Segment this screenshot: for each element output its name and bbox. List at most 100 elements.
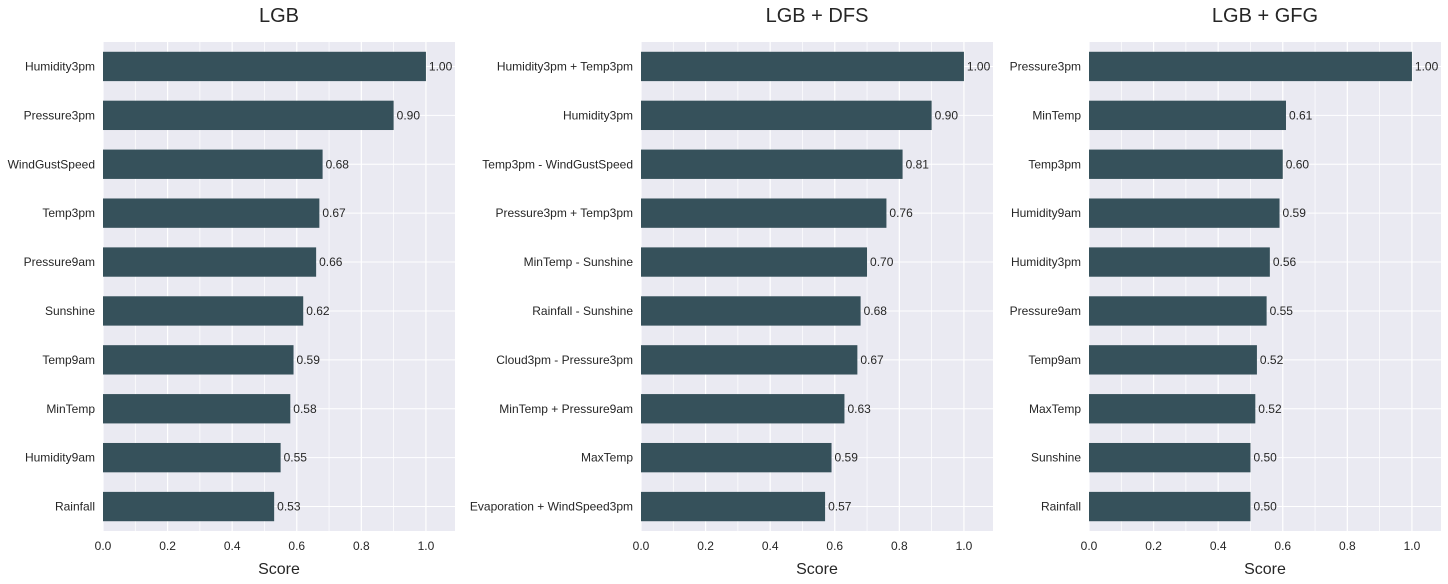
- data-label: 0.67: [860, 353, 884, 367]
- category-label: Rainfall - Sunshine: [532, 304, 633, 318]
- bar: [103, 51, 426, 82]
- data-label: 1.00: [967, 59, 991, 73]
- bar: [641, 100, 932, 131]
- category-label: Cloud3pm - Pressure3pm: [496, 353, 633, 367]
- x-tick-label: 0.8: [891, 539, 908, 553]
- x-tick-label: 1.0: [1404, 539, 1421, 553]
- data-label: 0.68: [326, 157, 350, 171]
- data-label: 0.50: [1253, 451, 1277, 465]
- data-label: 0.68: [864, 304, 888, 318]
- category-label: MaxTemp: [1029, 402, 1081, 416]
- bar: [641, 198, 887, 228]
- bar: [1089, 100, 1286, 131]
- data-label: 0.56: [1273, 255, 1297, 269]
- data-label: 0.50: [1253, 500, 1277, 514]
- bar: [1089, 442, 1251, 473]
- bar: [1089, 149, 1283, 179]
- x-axis-label: Score: [258, 561, 300, 578]
- bar: [641, 51, 964, 82]
- bar: [641, 491, 826, 522]
- bar: [103, 296, 304, 326]
- data-label: 0.63: [847, 402, 871, 416]
- data-label: 0.59: [297, 353, 321, 367]
- category-label: Pressure9am: [24, 255, 95, 269]
- bar: [641, 442, 832, 473]
- bar: [1089, 345, 1257, 375]
- chart-title: LGB + GFG: [1212, 5, 1318, 27]
- x-tick-label: 0.4: [1210, 539, 1227, 553]
- chart-title: LGB + DFS: [766, 5, 869, 27]
- category-label: Pressure9am: [1010, 304, 1081, 318]
- data-label: 0.59: [835, 451, 859, 465]
- data-label: 0.57: [828, 500, 852, 514]
- data-label: 1.00: [429, 59, 453, 73]
- x-tick-label: 0.6: [1274, 539, 1291, 553]
- category-label: MinTemp - Sunshine: [524, 255, 634, 269]
- x-tick-label: 0.2: [1145, 539, 1162, 553]
- x-tick-label: 0.2: [159, 539, 176, 553]
- bar: [103, 345, 294, 375]
- bar: [103, 149, 323, 179]
- bar: [641, 345, 858, 375]
- category-label: Evaporation + WindSpeed3pm: [470, 500, 633, 514]
- category-label: MinTemp: [1032, 108, 1081, 122]
- category-label: Temp3pm - WindGustSpeed: [482, 157, 633, 171]
- bar: [641, 296, 861, 326]
- category-label: Pressure3pm: [24, 108, 95, 122]
- x-tick-label: 0.2: [697, 539, 714, 553]
- bar: [103, 394, 291, 424]
- data-label: 1.00: [1415, 59, 1439, 73]
- data-label: 0.90: [397, 108, 421, 122]
- x-tick-label: 0.0: [95, 539, 112, 553]
- data-label: 0.58: [293, 402, 317, 416]
- x-tick-label: 0.4: [224, 539, 241, 553]
- category-label: Pressure3pm + Temp3pm: [495, 206, 633, 220]
- x-tick-label: 1.0: [418, 539, 435, 553]
- bar: [1089, 198, 1280, 228]
- x-tick-label: 0.4: [762, 539, 779, 553]
- data-label: 0.62: [306, 304, 330, 318]
- bar: [1089, 247, 1270, 277]
- data-label: 0.55: [1270, 304, 1294, 318]
- bar: [103, 100, 394, 131]
- bar: [641, 394, 845, 424]
- bar: [641, 149, 903, 179]
- category-label: Humidity3pm: [25, 59, 95, 73]
- bar: [641, 247, 868, 277]
- category-label: Rainfall: [1041, 500, 1081, 514]
- bar: [1089, 491, 1251, 522]
- category-label: Humidity3pm + Temp3pm: [497, 59, 633, 73]
- category-label: Temp9am: [1028, 353, 1081, 367]
- bar: [1089, 394, 1256, 424]
- category-label: Humidity9am: [1011, 206, 1081, 220]
- data-label: 0.59: [1283, 206, 1307, 220]
- data-label: 0.53: [277, 500, 301, 514]
- bar: [103, 247, 317, 277]
- x-axis-label: Score: [796, 561, 838, 578]
- data-label: 0.81: [906, 157, 930, 171]
- category-label: Temp3pm: [1028, 157, 1081, 171]
- category-label: MinTemp + Pressure9am: [499, 402, 633, 416]
- category-label: Humidity9am: [25, 451, 95, 465]
- category-label: WindGustSpeed: [8, 157, 95, 171]
- x-tick-label: 1.0: [956, 539, 973, 553]
- data-label: 0.60: [1286, 157, 1310, 171]
- data-label: 0.76: [889, 206, 913, 220]
- category-label: Pressure3pm: [1010, 59, 1081, 73]
- category-label: Rainfall: [55, 500, 95, 514]
- data-label: 0.61: [1289, 108, 1313, 122]
- category-label: Sunshine: [45, 304, 95, 318]
- category-label: Humidity3pm: [1011, 255, 1081, 269]
- category-label: MaxTemp: [581, 451, 633, 465]
- category-label: Humidity3pm: [563, 108, 633, 122]
- data-label: 0.52: [1258, 402, 1282, 416]
- data-label: 0.90: [935, 108, 959, 122]
- data-label: 0.67: [322, 206, 346, 220]
- x-tick-label: 0.0: [633, 539, 650, 553]
- x-tick-label: 0.6: [826, 539, 843, 553]
- data-label: 0.52: [1260, 353, 1284, 367]
- bar: [103, 442, 281, 473]
- category-label: Temp9am: [42, 353, 95, 367]
- x-tick-label: 0.8: [1339, 539, 1356, 553]
